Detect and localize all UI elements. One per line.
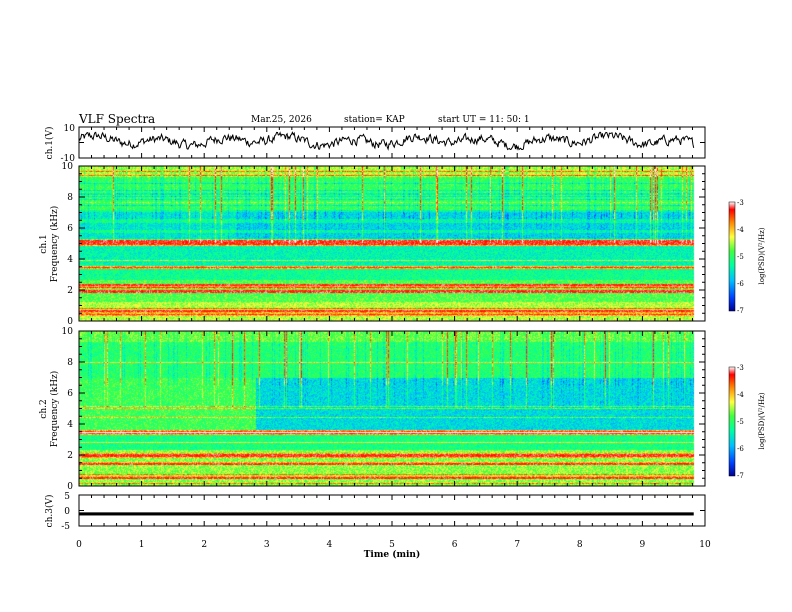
ch2-spec-ylabel-channel: ch.2 [39,399,49,418]
ch2-cbar-tick-m7: -7 [737,472,744,480]
x-tick-label-5: 5 [389,540,395,550]
ch3-signal-band [79,512,694,516]
ch1-spectrogram-panel: 0 2 4 6 8 10 ch.1 Frequency (kHz) -3 -4 -5 -6… [39,162,766,327]
x-tick-label-8: 8 [577,540,583,550]
x-tick-label-6: 6 [452,540,458,550]
date-label: Mar.25, 2026 [251,115,312,125]
ch2-spec-ytick-label-0: 0 [67,482,73,492]
ch1-spec-ytick-label-0: 0 [67,317,73,327]
x-tick-label-3: 3 [264,540,270,550]
ch2-spec-ytick-label-2: 2 [67,451,73,461]
x-tick-label-7: 7 [514,540,520,550]
ch3-ytick-m5: -5 [61,522,70,532]
ch1-cbar-tick-m4: -4 [737,226,744,234]
ch2-spec-ytick-label-10: 10 [62,327,74,337]
ch2-spec-ytick-label-4: 4 [67,420,73,430]
ch1-ytick-bottom: -10 [61,154,76,164]
ch1-spectrogram-image [79,166,705,321]
x-tick-label-9: 9 [640,540,646,550]
x-axis-label: Time (min) [364,549,421,560]
ch1-waveform-panel: 10 -10 ch.1(V) [44,124,706,164]
ch1-colorbar: -3 -4 -5 -6 -7 log(PSD)(V²/Hz) [728,199,766,315]
start-time-label: start UT = 11: 50: 1 [438,115,530,125]
ch1-spec-ytick-label-10: 10 [62,162,74,172]
ch1-colorbar-gradient [728,201,736,312]
x-tick-label-2: 2 [201,540,207,550]
figure-title: VLF Spectra [78,112,155,126]
ch1-cbar-tick-m7: -7 [737,307,744,315]
ch3-waveform-ylabel: ch.3(V) [44,495,55,528]
ch2-spectrogram-panel: 0 2 4 6 8 10 ch.2 Frequency (kHz) -3 -4 -5 -6… [39,327,766,492]
ch1-cbar-tick-m5: -5 [737,253,744,261]
ch3-ytick-5: 5 [64,492,70,502]
ch3-waveform-panel: 5 0 -5 ch.3(V) 0 1 2 3 4 5 6 7 8 9 10 Time (min) [44,492,711,560]
station-label: station= KAP [344,115,405,125]
ch2-colorbar-gradient [728,366,736,477]
ch2-cbar-tick-m4: -4 [737,391,744,399]
ch1-spec-ytick-label-4: 4 [67,255,73,265]
x-tick-label-4: 4 [327,540,333,550]
ch1-spec-ytick-label-8: 8 [67,193,73,203]
ch2-spec-ytick-label-6: 6 [67,389,73,399]
ch1-waveform-line [79,131,695,151]
ch2-colorbar-label: log(PSD)(V²/Hz) [758,392,766,449]
ch1-ytick-top: 10 [64,124,76,134]
ch1-colorbar-label: log(PSD)(V²/Hz) [758,227,766,284]
ch2-spec-ytick-label-8: 8 [67,358,73,368]
ch1-spec-ytick-label-6: 6 [67,224,73,234]
ch2-spec-ylabel: Frequency (kHz) [49,371,60,448]
x-tick-label-1: 1 [139,540,145,550]
ch3-ytick-0: 0 [64,507,70,517]
ch2-colorbar: -3 -4 -5 -6 -7 log(PSD)(V²/Hz) [728,364,766,480]
ch1-cbar-tick-m6: -6 [737,280,744,288]
ch2-cbar-tick-m3: -3 [737,364,744,372]
ch2-cbar-tick-m6: -6 [737,445,744,453]
ch1-spec-ytick-label-2: 2 [67,286,73,296]
ch1-spec-ylabel-channel: ch.1 [39,234,49,253]
ch2-spectrogram-image [79,331,705,486]
x-tick-label-10: 10 [699,540,711,550]
x-tick-label-0: 0 [76,540,82,550]
ch2-cbar-tick-m5: -5 [737,418,744,426]
ch1-waveform-ylabel: ch.1(V) [44,127,55,160]
ch1-spec-ylabel: Frequency (kHz) [49,206,60,283]
ch1-cbar-tick-m3: -3 [737,199,744,207]
